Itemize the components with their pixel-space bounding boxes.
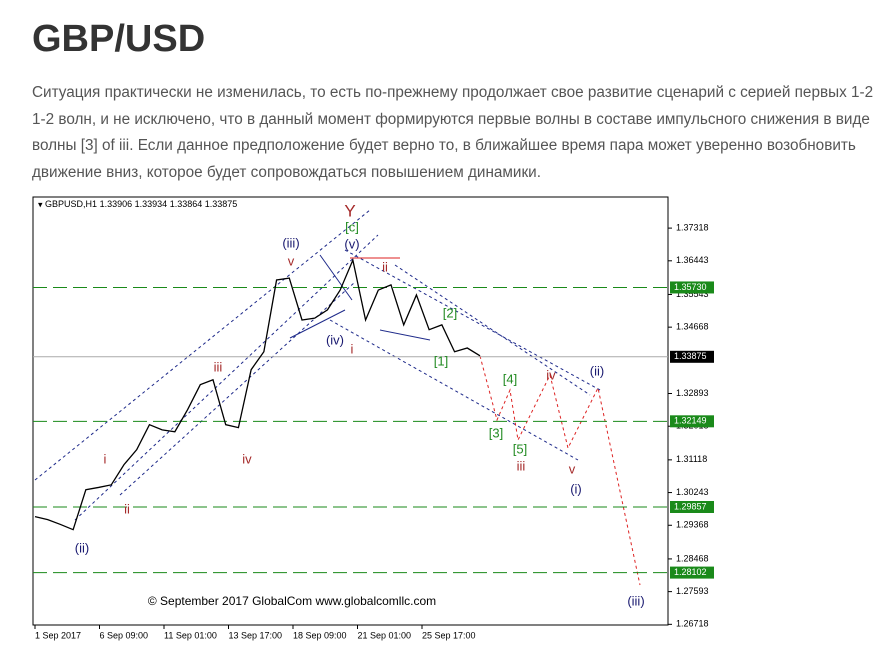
current-price-label: 1.33875	[674, 351, 707, 361]
y-tick-label: 1.35543	[676, 289, 709, 299]
wave-label: [5]	[513, 441, 527, 456]
y-tick-label: 1.28468	[676, 553, 709, 563]
x-tick-label: 11 Sep 01:00	[164, 630, 217, 640]
wave-label: (v)	[344, 236, 359, 251]
wave-label: ii	[124, 501, 130, 516]
wave-label: v	[288, 253, 295, 268]
y-tick-label: 1.36443	[676, 255, 709, 265]
level-box	[670, 281, 714, 294]
wave-label: v	[569, 461, 576, 476]
y-tick-label: 1.26718	[676, 619, 709, 629]
quote: 1.33906	[100, 199, 133, 209]
wave-label: i	[351, 341, 354, 356]
wave-label: (ii)	[590, 363, 604, 378]
level-label: 1.28102	[674, 567, 707, 577]
y-tick-label: 1.29368	[676, 520, 709, 530]
wave-label: (iii)	[627, 593, 644, 608]
x-tick-label: 18 Sep 09:00	[293, 630, 347, 640]
x-tick-label: 13 Sep 17:00	[229, 630, 283, 640]
y-tick-label: 1.34668	[676, 322, 709, 332]
quote: 1.33864	[170, 199, 203, 209]
price-box	[670, 350, 714, 363]
wave-label: (i)	[570, 481, 582, 496]
x-tick-label: 1 Sep 2017	[35, 630, 81, 640]
wave-label: i	[104, 451, 107, 466]
x-tick-label: 21 Sep 01:00	[358, 630, 412, 640]
wave-label: Y	[344, 201, 355, 220]
x-tick-label: 6 Sep 09:00	[100, 630, 149, 640]
chart-title: GBPUSD,H1	[45, 199, 97, 209]
wave-label: [2]	[443, 305, 457, 320]
wave-label: (iv)	[326, 332, 344, 347]
x-tick-label: 25 Sep 17:00	[422, 630, 476, 640]
wave-label: [c]	[345, 219, 359, 234]
wave-label: (ii)	[75, 540, 89, 555]
level-box	[670, 415, 714, 428]
paragraph: Ситуация практически не изменилась, то е…	[32, 84, 874, 181]
y-tick-label: 1.32893	[676, 388, 709, 398]
y-tick-label: 1.27593	[676, 586, 709, 596]
wave-label: ii	[382, 259, 388, 274]
copyright: © September 2017 GlobalCom www.globalcom…	[148, 594, 436, 608]
level-box	[670, 566, 714, 579]
quote: 1.33934	[135, 199, 168, 209]
y-tick-label: 1.31118	[676, 454, 707, 464]
wave-label: iii	[214, 359, 223, 374]
wave-label: iv	[242, 451, 252, 466]
title: GBP/USD	[32, 18, 206, 60]
plot-frame	[32, 196, 669, 626]
trend-lines	[289, 254, 431, 341]
level-label: 1.29857	[674, 501, 707, 511]
chart: ▾ GBPUSD,H1 1.33906 1.33934 1.33864 1.33…	[32, 196, 714, 640]
chart-header: ▾ GBPUSD,H1 1.33906 1.33934 1.33864 1.33…	[38, 199, 237, 209]
wave-label: [4]	[503, 371, 517, 386]
level-box	[670, 500, 714, 513]
wave-label: [1]	[434, 353, 448, 368]
wave-label: iii	[517, 458, 526, 473]
y-tick-label: 1.37318	[676, 222, 709, 232]
wave-label: (iii)	[282, 235, 299, 250]
y-tick-label: 1.30243	[676, 487, 709, 497]
wave-label: [3]	[489, 425, 503, 440]
quote: 1.33875	[205, 199, 238, 209]
price-line	[34, 258, 481, 531]
level-label: 1.32149	[674, 416, 707, 426]
level-label: 1.35730	[674, 282, 707, 292]
wave-label: iv	[546, 367, 556, 382]
